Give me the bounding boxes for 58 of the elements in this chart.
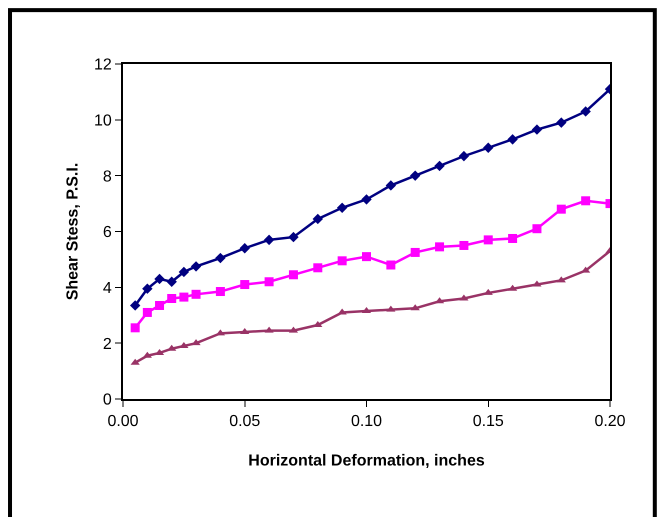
point bbox=[532, 224, 542, 234]
y-axis-title: Shear Stess, P.S.I. bbox=[64, 162, 82, 300]
point bbox=[216, 287, 225, 296]
point bbox=[581, 196, 590, 206]
x-tick-label: 0.10 bbox=[350, 413, 382, 430]
point bbox=[410, 248, 420, 257]
point bbox=[288, 270, 298, 280]
y-tick-label: 10 bbox=[94, 112, 112, 130]
point bbox=[508, 234, 518, 243]
x-tick-label: 0.00 bbox=[107, 413, 139, 430]
point bbox=[386, 260, 396, 270]
point bbox=[167, 294, 176, 303]
point bbox=[362, 252, 371, 262]
point bbox=[507, 134, 518, 145]
point bbox=[410, 170, 420, 181]
point bbox=[435, 242, 444, 252]
x-tick-label: 0.05 bbox=[229, 413, 260, 430]
point bbox=[142, 284, 153, 294]
point bbox=[556, 117, 566, 128]
point bbox=[179, 292, 188, 302]
point bbox=[166, 276, 177, 287]
y-tick-label: 12 bbox=[94, 56, 112, 74]
y-tick-label: 6 bbox=[102, 224, 112, 242]
point bbox=[434, 160, 445, 172]
y-tick-label: 8 bbox=[102, 168, 112, 186]
point bbox=[190, 261, 202, 272]
point bbox=[130, 323, 140, 332]
point bbox=[580, 106, 591, 117]
point bbox=[240, 243, 250, 254]
point bbox=[484, 235, 493, 244]
point bbox=[556, 204, 566, 214]
point bbox=[192, 290, 201, 299]
point bbox=[155, 300, 164, 310]
y-tick-label: 0 bbox=[102, 392, 112, 409]
point bbox=[264, 234, 274, 246]
point bbox=[459, 240, 468, 250]
point bbox=[386, 180, 396, 191]
point bbox=[338, 256, 347, 266]
point bbox=[458, 150, 470, 162]
x-axis-title: Horizontal Deformation, inches bbox=[248, 452, 485, 470]
x-tick-label: 0.20 bbox=[594, 413, 626, 430]
point bbox=[142, 308, 152, 317]
point bbox=[313, 263, 322, 272]
point bbox=[361, 194, 372, 205]
point bbox=[532, 124, 542, 135]
point bbox=[240, 280, 250, 290]
point bbox=[312, 214, 323, 224]
point bbox=[336, 202, 348, 213]
x-tick-label: 0.15 bbox=[472, 413, 504, 430]
point bbox=[288, 232, 299, 242]
y-tick-label: 2 bbox=[102, 336, 112, 353]
point bbox=[154, 274, 165, 284]
point bbox=[215, 252, 226, 264]
point bbox=[264, 277, 274, 286]
point bbox=[178, 266, 190, 278]
y-tick-label: 4 bbox=[102, 280, 112, 297]
point bbox=[483, 142, 494, 153]
point bbox=[130, 300, 140, 311]
